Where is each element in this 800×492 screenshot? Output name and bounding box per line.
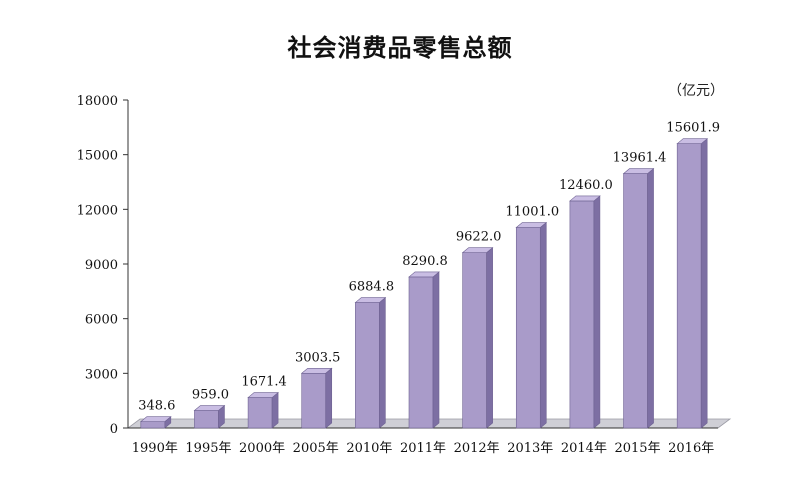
bar-side bbox=[271, 391, 279, 429]
bar bbox=[461, 247, 494, 429]
x-tick-label: 2000年 bbox=[239, 441, 285, 456]
bar-side bbox=[486, 247, 493, 429]
data-label: 11001.0 bbox=[505, 205, 559, 220]
bar-front bbox=[676, 143, 702, 429]
bar-top bbox=[461, 247, 494, 253]
bar-front bbox=[515, 227, 541, 429]
bar-top bbox=[408, 271, 440, 278]
bar-top bbox=[247, 392, 279, 398]
y-tick-label: 6000 bbox=[85, 313, 118, 328]
bar bbox=[622, 167, 655, 429]
bar-side bbox=[700, 138, 708, 429]
bar-side bbox=[593, 195, 601, 429]
bar-front bbox=[462, 252, 487, 429]
x-tick-label: 1995年 bbox=[185, 441, 231, 456]
data-label: 6884.8 bbox=[349, 280, 395, 295]
bar-top bbox=[676, 138, 709, 144]
bar-front bbox=[247, 397, 273, 429]
y-tick-label: 9000 bbox=[85, 258, 118, 273]
data-label: 1671.4 bbox=[241, 375, 287, 390]
bar-side bbox=[539, 221, 547, 429]
unit-label: （亿元） bbox=[668, 83, 724, 99]
bar-front bbox=[623, 173, 648, 429]
bar bbox=[408, 271, 440, 429]
bar-front bbox=[408, 276, 434, 429]
bar bbox=[515, 221, 548, 429]
data-label: 959.0 bbox=[192, 388, 229, 403]
bar-top bbox=[569, 195, 601, 202]
bar-side bbox=[647, 167, 654, 429]
x-tick-label: 2014年 bbox=[561, 441, 607, 456]
data-label: 12460.0 bbox=[559, 178, 613, 193]
x-tick-label: 2011年 bbox=[400, 441, 446, 456]
y-tick-label: 18000 bbox=[77, 94, 118, 109]
x-tick-label: 2015年 bbox=[614, 441, 660, 456]
bar-front bbox=[194, 410, 219, 429]
bar bbox=[247, 391, 279, 429]
data-label: 15601.9 bbox=[666, 121, 720, 136]
x-tick-label: 2016年 bbox=[668, 441, 714, 456]
data-label: 13961.4 bbox=[613, 151, 667, 166]
x-tick-label: 1990年 bbox=[132, 441, 178, 456]
data-label: 9622.0 bbox=[456, 230, 502, 245]
bar-side bbox=[379, 296, 386, 429]
bar bbox=[676, 138, 709, 429]
x-tick-label: 2010年 bbox=[346, 441, 392, 456]
chart-title: 社会消费品零售总额 bbox=[287, 33, 513, 62]
bar-side bbox=[325, 367, 333, 429]
bar-top bbox=[354, 297, 387, 303]
bar-front bbox=[140, 421, 166, 429]
bar-top bbox=[193, 405, 226, 411]
bar-top bbox=[139, 416, 172, 422]
bar-top bbox=[515, 222, 548, 228]
data-label: 348.6 bbox=[138, 399, 175, 414]
x-tick-label: 2012年 bbox=[454, 441, 500, 456]
bar bbox=[354, 296, 387, 429]
data-label: 8290.8 bbox=[402, 254, 448, 269]
bar-top bbox=[300, 367, 333, 374]
y-tick-label: 15000 bbox=[77, 149, 118, 164]
bar-front bbox=[569, 200, 595, 429]
y-tick-label: 12000 bbox=[77, 203, 118, 218]
bar-side bbox=[432, 271, 440, 429]
bar bbox=[139, 416, 172, 429]
bar-front bbox=[301, 372, 327, 429]
x-tick-label: 2013年 bbox=[507, 441, 553, 456]
bar-front bbox=[355, 302, 380, 429]
bar-top bbox=[622, 168, 655, 174]
bar bbox=[569, 195, 601, 429]
y-tick-label: 0 bbox=[110, 422, 118, 437]
x-tick-label: 2005年 bbox=[293, 441, 339, 456]
bar bbox=[300, 367, 333, 429]
data-label: 3003.5 bbox=[295, 350, 341, 365]
bar bbox=[193, 404, 226, 429]
y-tick-label: 3000 bbox=[85, 367, 118, 382]
